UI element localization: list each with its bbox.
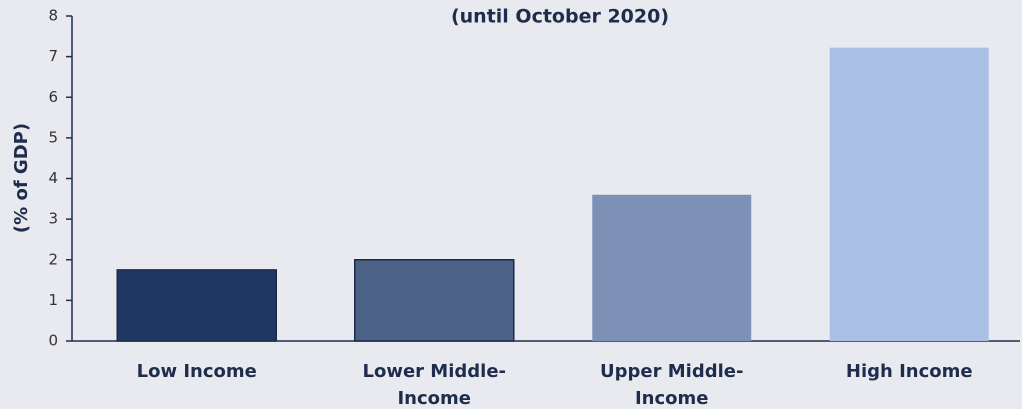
x-tick-label: Lower Middle-Income bbox=[362, 361, 507, 409]
y-tick-label: 0 bbox=[48, 332, 58, 350]
x-tick-label: Low Income bbox=[136, 361, 257, 382]
y-axis-label: (% of GDP) bbox=[11, 123, 32, 233]
x-tick-label: High Income bbox=[845, 361, 973, 382]
y-tick-label: 6 bbox=[48, 88, 58, 106]
x-tick-label: Upper Middle-Income bbox=[600, 361, 744, 409]
bar bbox=[354, 259, 515, 342]
bar bbox=[592, 194, 752, 341]
y-tick-label: 7 bbox=[48, 47, 58, 65]
y-tick-label: 5 bbox=[48, 128, 58, 146]
y-tick-label: 2 bbox=[48, 250, 58, 268]
bar bbox=[116, 269, 277, 342]
y-tick-label: 4 bbox=[48, 169, 58, 187]
y-tick-label: 8 bbox=[48, 7, 58, 25]
bar bbox=[829, 47, 989, 341]
y-tick-label: 1 bbox=[48, 291, 58, 309]
chart-title: (until October 2020) bbox=[451, 6, 669, 28]
y-tick-label: 3 bbox=[48, 210, 58, 228]
